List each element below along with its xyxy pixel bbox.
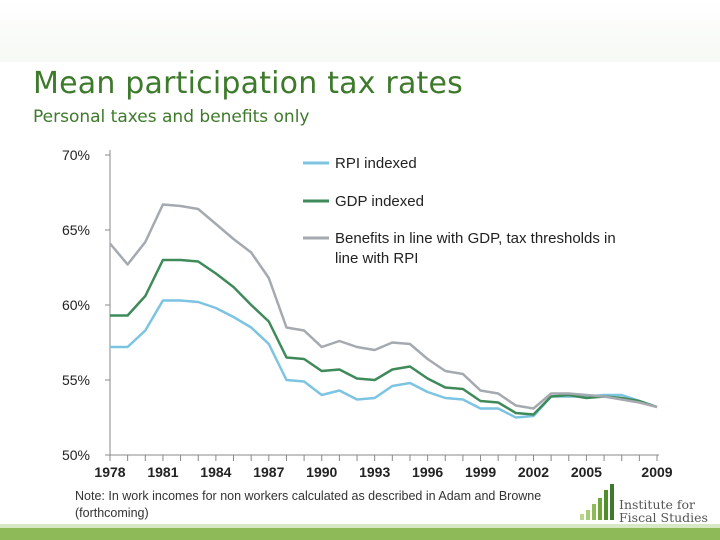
y-tick-label: 50% [62,447,90,463]
x-tick-label: 1984 [200,464,231,480]
legend-label: Benefits in line with GDP, tax threshold… [335,230,616,247]
x-tick-label: 1978 [94,464,125,480]
series-line [110,258,658,416]
legend-label: line with RPI [335,250,418,267]
x-tick-label: 2005 [571,464,602,480]
slide-title: Mean participation tax rates [33,66,463,101]
series-line [110,299,658,419]
x-tick-label: 1981 [147,464,178,480]
legend-label: RPI indexed [335,155,417,172]
logo-text-line2: Fiscal Studies [619,510,708,525]
y-tick-label: 55% [62,372,90,388]
x-tick-label: 1990 [306,464,337,480]
x-tick-label: 1999 [465,464,496,480]
line-chart: 50% 55% 60% 65% 70% 1978 1981 1984 1987 1990 1993 1… [62,147,673,480]
logo-text: Institute for Fiscal Studies [619,498,708,524]
x-tick-label: 2002 [518,464,549,480]
logo-text-line1: Institute for [619,497,696,512]
chart-note: Note: In work incomes for non workers ca… [75,489,542,520]
x-tick-label: 2009 [641,464,672,480]
y-tick-label: 65% [62,222,90,238]
logo-bars-icon [580,484,614,520]
legend-label: GDP indexed [335,193,424,210]
slide-subtitle: Personal taxes and benefits only [33,107,310,127]
series-line [109,203,658,410]
footer-band-light [0,524,720,528]
footer-band [0,528,720,540]
x-tick-label: 1996 [412,464,443,480]
y-tick-label: 70% [62,147,90,163]
y-tick-label: 60% [62,297,90,313]
header-band [0,0,720,62]
x-tick-label: 1993 [359,464,390,480]
x-tick-label: 1987 [253,464,284,480]
ifs-logo: Institute for Fiscal Studies [578,482,708,526]
